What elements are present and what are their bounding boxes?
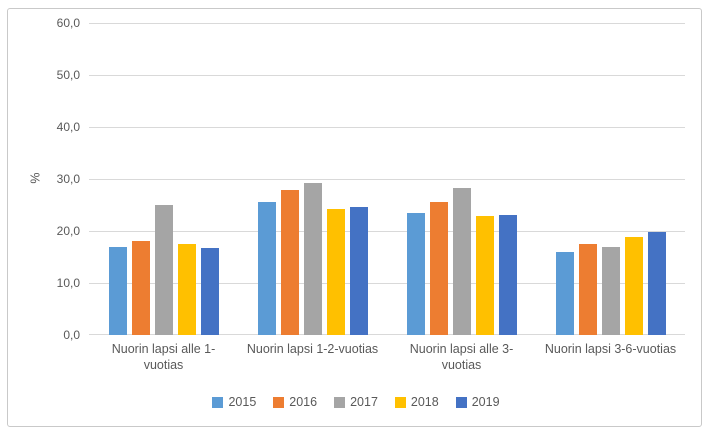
chart-frame [7, 8, 702, 427]
gridline [89, 179, 685, 180]
bar [108, 246, 127, 335]
y-tick-label: 50,0 [56, 68, 80, 82]
legend-item: 2017 [334, 395, 378, 409]
category-label: Nuorin lapsi 1-2-vuotias [238, 341, 387, 373]
bar-group [238, 23, 387, 335]
legend-swatch [455, 396, 467, 408]
y-tick-label: 20,0 [56, 224, 80, 238]
bar [326, 209, 345, 335]
bar [475, 216, 494, 335]
category-label: Nuorin lapsi alle 1- vuotias [89, 341, 238, 373]
gridline [89, 231, 685, 232]
bar-group [536, 23, 685, 335]
category-label-line: Nuorin lapsi alle 1- [111, 342, 216, 356]
category-label-line: Nuorin lapsi alle 3- [409, 342, 514, 356]
legend-label: 2016 [289, 395, 318, 409]
y-tick-label: 60,0 [56, 16, 80, 30]
bar [280, 189, 299, 335]
gridline [89, 283, 685, 284]
legend-swatch [394, 396, 406, 408]
y-tick-label: 0,0 [63, 328, 80, 342]
legend-swatch [334, 396, 346, 408]
category-label-line: Nuorin lapsi 3-6-vuotias [544, 342, 677, 356]
legend-label: 2017 [350, 395, 378, 409]
bar [555, 251, 574, 335]
legend-item: 2016 [273, 395, 317, 409]
bar [349, 207, 368, 335]
legend-label: 2018 [410, 395, 439, 409]
gridline [89, 23, 685, 24]
bar [498, 214, 517, 335]
bar [429, 202, 448, 335]
y-tick-label: 10,0 [56, 276, 80, 290]
bar [177, 243, 196, 335]
category-label-line: vuotias [143, 358, 184, 372]
gridline [89, 75, 685, 76]
y-axis-ticks: 0,0 10,0 20,0 30,0 40,0 50,0 60,0 [0, 16, 80, 342]
bar [303, 182, 322, 335]
bar [452, 187, 471, 335]
gridline [89, 334, 685, 335]
legend-swatch [212, 396, 224, 408]
bar-group [89, 23, 238, 335]
legend-label: 2019 [471, 395, 500, 409]
category-label: Nuorin lapsi 3-6-vuotias [536, 341, 685, 373]
y-tick-label: 30,0 [56, 172, 80, 186]
legend-item: 2015 [212, 395, 256, 409]
plot-area [89, 23, 685, 335]
legend: 2015 2016 2017 2018 2019 [0, 395, 712, 409]
legend-item: 2018 [394, 395, 439, 409]
x-axis-labels: Nuorin lapsi alle 1- vuotias Nuorin lapsi … [89, 341, 685, 373]
bar [406, 213, 425, 335]
gridline [89, 127, 685, 128]
category-label-line: vuotias [441, 358, 482, 372]
bar [200, 247, 219, 335]
bar [601, 246, 620, 335]
legend-swatch [273, 396, 285, 408]
bar [131, 241, 150, 335]
y-tick-label: 40,0 [56, 120, 80, 134]
bar [624, 236, 643, 335]
legend-item: 2019 [455, 395, 500, 409]
bar [257, 202, 276, 335]
category-label: Nuorin lapsi alle 3- vuotias [387, 341, 536, 373]
bar [154, 204, 173, 335]
bar-groups [89, 23, 685, 335]
bar [578, 244, 597, 335]
category-label-line: Nuorin lapsi 1-2-vuotias [246, 342, 379, 356]
legend-label: 2015 [228, 395, 257, 409]
bar-group [387, 23, 536, 335]
bar [647, 232, 666, 335]
